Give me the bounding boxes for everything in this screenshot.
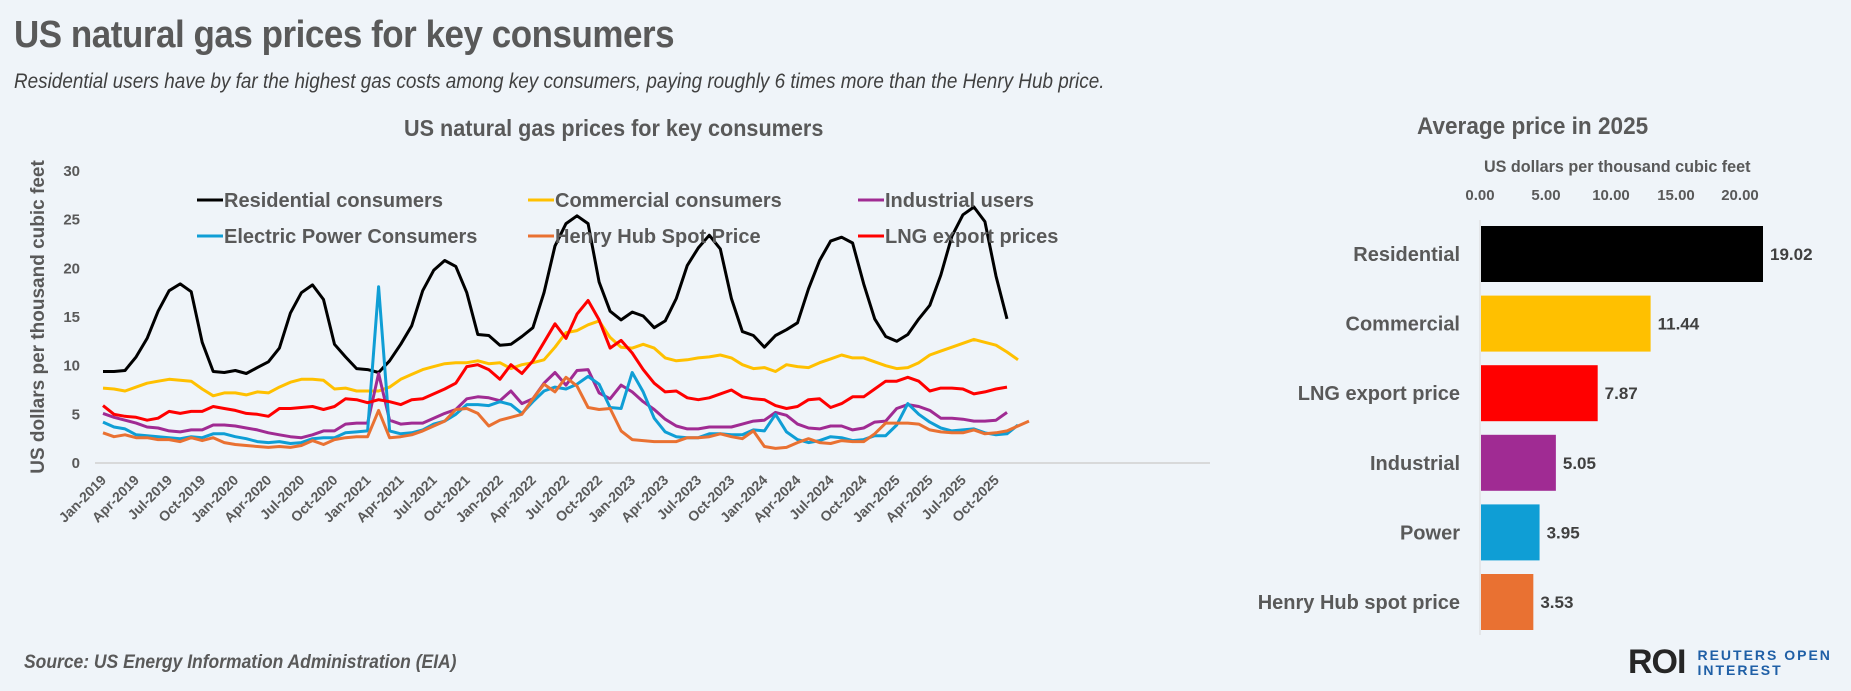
- legend-item: Electric Power Consumers: [197, 226, 477, 248]
- bar: [1481, 574, 1534, 630]
- legend-item: Commercial consumers: [528, 190, 782, 212]
- bar-row: LNG export price 7.87: [1298, 365, 1638, 422]
- logo-text: REUTERS OPEN INTEREST: [1697, 646, 1832, 678]
- bar-value-label: 11.44: [1658, 315, 1700, 334]
- legend-label: Electric Power Consumers: [224, 226, 477, 248]
- bar-category-label: LNG export price: [1298, 383, 1460, 405]
- bar-x-tick-label: 0.00: [1465, 187, 1494, 204]
- y-tick-label: 30: [63, 163, 80, 180]
- page-subtitle: Residential users have by far the highes…: [14, 70, 1105, 93]
- bar-row: Industrial 5.05: [1370, 434, 1596, 491]
- bar-value-label: 19.02: [1770, 245, 1813, 264]
- bar-value-label: 3.53: [1540, 593, 1573, 612]
- y-tick-label: 20: [63, 260, 80, 277]
- series-line-residential-consumers: [103, 205, 1009, 375]
- bar-category-label: Commercial: [1346, 314, 1461, 336]
- y-tick-label: 10: [63, 358, 80, 375]
- source-note: Source: US Energy Information Administra…: [24, 652, 457, 673]
- bar-category-label: Henry Hub spot price: [1258, 592, 1460, 614]
- bar-value-label: 5.05: [1563, 454, 1596, 473]
- bar-category-label: Industrial: [1370, 453, 1460, 475]
- legend-item: Industrial users: [858, 190, 1034, 212]
- bar-row: Commercial 11.44: [1346, 295, 1700, 352]
- bar-x-tick-label: 20.00: [1721, 187, 1759, 204]
- bar-value-label: 3.95: [1547, 523, 1580, 542]
- bar: [1481, 365, 1598, 422]
- logo-line2: INTEREST: [1697, 661, 1783, 678]
- legend-item: LNG export prices: [858, 226, 1058, 248]
- series-line-lng-export-prices: [102, 299, 1008, 422]
- legend-label: Commercial consumers: [555, 190, 782, 212]
- page-title: US natural gas prices for key consumers: [14, 14, 675, 56]
- y-tick-label: 5: [72, 406, 80, 423]
- bar-chart-axis-title: US dollars per thousand cubic feet: [1484, 157, 1751, 176]
- bar-row: Power 3.95: [1400, 504, 1580, 561]
- legend-item: Henry Hub Spot Price: [528, 226, 761, 248]
- logo-line1: REUTERS OPEN: [1697, 646, 1832, 663]
- bar-chart-title: Average price in 2025: [1417, 113, 1649, 140]
- bar-category-label: Power: [1400, 522, 1460, 544]
- legend-label: LNG export prices: [885, 226, 1058, 248]
- legend-item: Residential consumers: [197, 190, 443, 212]
- bar-x-tick-label: 5.00: [1531, 187, 1560, 204]
- series-line-henry-hub-spot-price: [102, 375, 1030, 450]
- bar-category-label: Residential: [1353, 244, 1460, 266]
- bar-x-tick-label: 10.00: [1592, 187, 1630, 204]
- bar-chart: 0.00 5.00 10.00 15.00 20.00 Residential 19.02…: [1258, 187, 1813, 635]
- bar: [1481, 295, 1651, 352]
- y-tick-label: 15: [63, 309, 80, 326]
- legend-label: Residential consumers: [224, 190, 443, 212]
- roi-logo: ROI REUTERS OPEN INTEREST: [1628, 643, 1832, 682]
- y-tick-label: 0: [72, 455, 80, 472]
- bar: [1481, 226, 1763, 282]
- y-tick-label: 25: [63, 212, 80, 229]
- bar-row: Residential 19.02: [1353, 226, 1813, 282]
- bar-row: Henry Hub spot price 3.53: [1258, 574, 1573, 630]
- legend-label: Industrial users: [885, 190, 1034, 212]
- legend-label: Henry Hub Spot Price: [555, 226, 761, 248]
- series-line-commercial-consumers: [102, 319, 1019, 398]
- bar-x-tick-label: 15.00: [1657, 187, 1695, 204]
- bar-value-label: 7.87: [1605, 384, 1638, 403]
- series-line-industrial-users: [102, 368, 1008, 440]
- y-axis-title: US dollars per thousand cubic feet: [28, 160, 49, 474]
- logo-mark: ROI: [1628, 643, 1686, 681]
- bar: [1481, 434, 1556, 491]
- line-chart: US dollars per thousand cubic feet 0 5 10 1…: [28, 160, 1210, 526]
- bar: [1481, 504, 1540, 561]
- line-chart-title: US natural gas prices for key consumers: [404, 115, 824, 141]
